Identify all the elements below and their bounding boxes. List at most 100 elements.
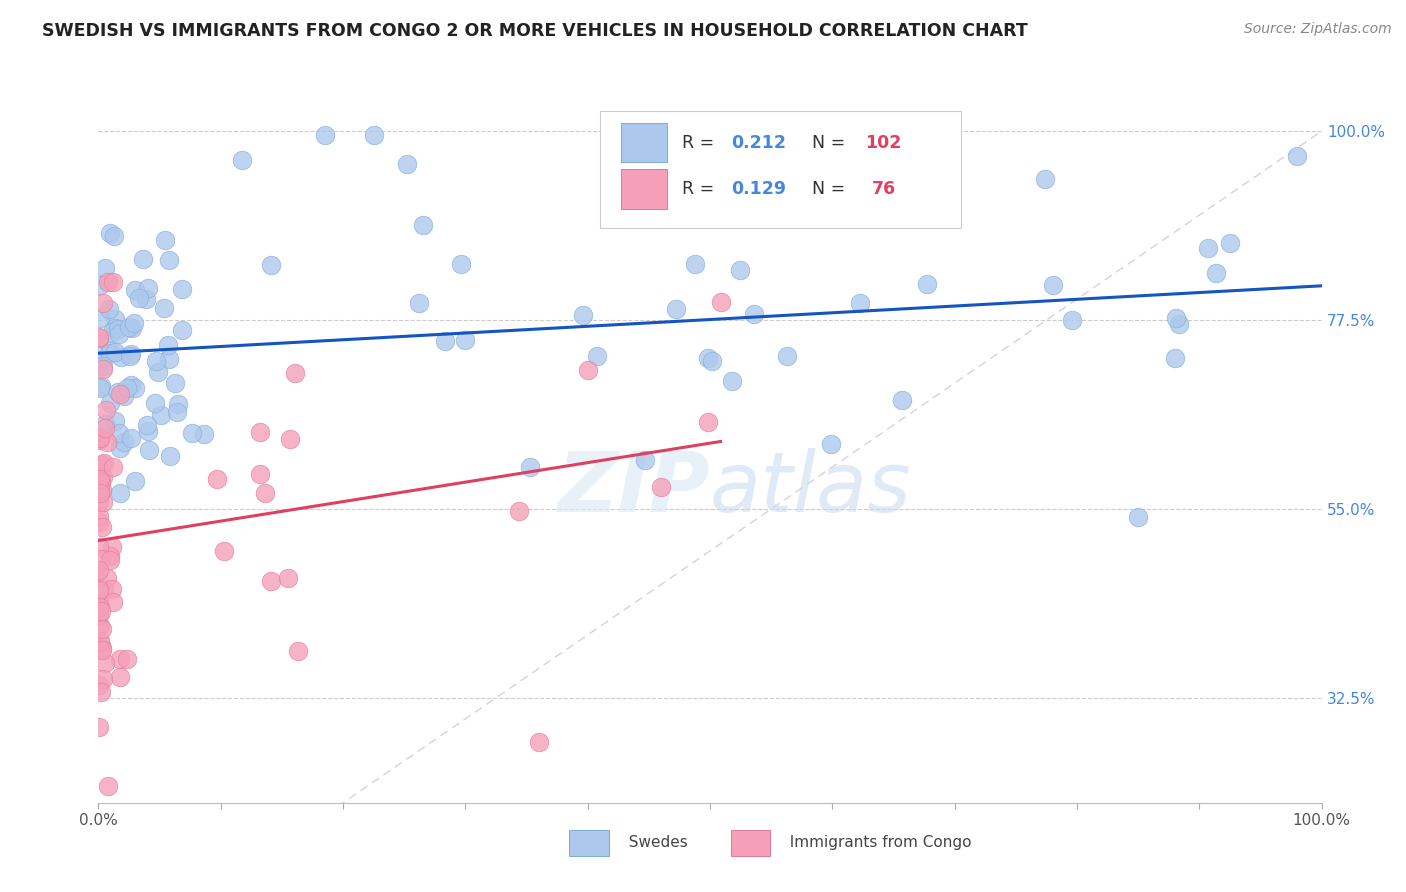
Point <box>87 541 110 555</box>
Point <box>728 263 751 277</box>
Text: R =: R = <box>682 180 720 198</box>
Point <box>157 253 180 268</box>
Point <box>696 351 718 366</box>
Point <box>135 292 157 306</box>
Point <box>89 619 111 633</box>
Point <box>120 431 142 445</box>
Point <box>100 582 122 596</box>
Point <box>87 582 110 597</box>
FancyBboxPatch shape <box>620 123 668 162</box>
Point <box>90 643 112 657</box>
Point <box>101 540 124 554</box>
Text: 0.212: 0.212 <box>731 134 786 152</box>
Point <box>89 472 111 486</box>
Text: Immigrants from Congo: Immigrants from Congo <box>780 836 972 850</box>
Point <box>287 644 309 658</box>
Point <box>98 346 121 360</box>
Point <box>284 367 307 381</box>
Point <box>205 472 228 486</box>
Point <box>249 467 271 482</box>
Point <box>89 433 111 447</box>
Point <box>91 359 114 373</box>
Point <box>571 308 593 322</box>
Point <box>120 378 142 392</box>
Point <box>87 607 110 622</box>
Point <box>172 323 194 337</box>
Point <box>108 386 131 401</box>
Point <box>89 331 111 345</box>
Point <box>115 651 138 665</box>
Point <box>89 277 111 292</box>
Point <box>87 599 110 614</box>
Point <box>97 779 120 793</box>
Point <box>585 349 607 363</box>
Point <box>1164 311 1187 326</box>
Point <box>278 432 301 446</box>
Point <box>101 460 124 475</box>
Point <box>193 426 215 441</box>
Point <box>122 316 145 330</box>
Point <box>231 153 253 168</box>
Point <box>94 421 117 435</box>
Point <box>260 574 283 588</box>
Point <box>89 311 111 326</box>
Point <box>89 348 111 362</box>
Point <box>519 460 541 475</box>
Point <box>89 633 111 648</box>
Point <box>363 128 385 143</box>
Point <box>742 307 765 321</box>
Point <box>508 504 530 518</box>
Point <box>1219 235 1241 250</box>
Point <box>93 582 115 596</box>
Point <box>87 495 110 509</box>
Point <box>89 599 111 613</box>
Point <box>166 404 188 418</box>
Point <box>89 603 111 617</box>
Point <box>89 563 111 577</box>
Point <box>153 301 176 315</box>
Point <box>91 470 114 484</box>
Point <box>136 424 159 438</box>
Point <box>118 320 141 334</box>
Point <box>87 565 110 579</box>
Text: 0.129: 0.129 <box>731 180 786 198</box>
Point <box>96 571 118 585</box>
Point <box>277 571 299 585</box>
Point <box>90 475 112 489</box>
Point <box>89 458 111 472</box>
Point <box>89 635 111 649</box>
Point <box>91 672 114 686</box>
Point <box>115 381 138 395</box>
Point <box>89 552 111 566</box>
Point <box>128 291 150 305</box>
Point <box>89 486 111 500</box>
Point <box>103 229 125 244</box>
Text: atlas: atlas <box>710 449 911 529</box>
Point <box>108 652 131 666</box>
Point <box>396 157 419 171</box>
Point <box>108 441 131 455</box>
Point <box>124 474 146 488</box>
Point <box>124 381 146 395</box>
Point <box>529 735 551 749</box>
Point <box>90 622 112 636</box>
Point <box>1033 172 1056 186</box>
Point <box>1042 278 1064 293</box>
Point <box>314 128 336 143</box>
Point <box>665 302 688 317</box>
Point <box>136 280 159 294</box>
Text: ZIP: ZIP <box>557 449 710 529</box>
Point <box>1167 317 1189 331</box>
Point <box>697 415 720 429</box>
Point <box>118 349 141 363</box>
Point <box>114 389 136 403</box>
Point <box>96 403 118 417</box>
Point <box>136 418 159 433</box>
Point <box>143 396 166 410</box>
Point <box>91 457 114 471</box>
Point <box>212 544 235 558</box>
Point <box>249 425 271 439</box>
Point <box>700 354 723 368</box>
Point <box>172 281 194 295</box>
Point <box>148 365 170 379</box>
